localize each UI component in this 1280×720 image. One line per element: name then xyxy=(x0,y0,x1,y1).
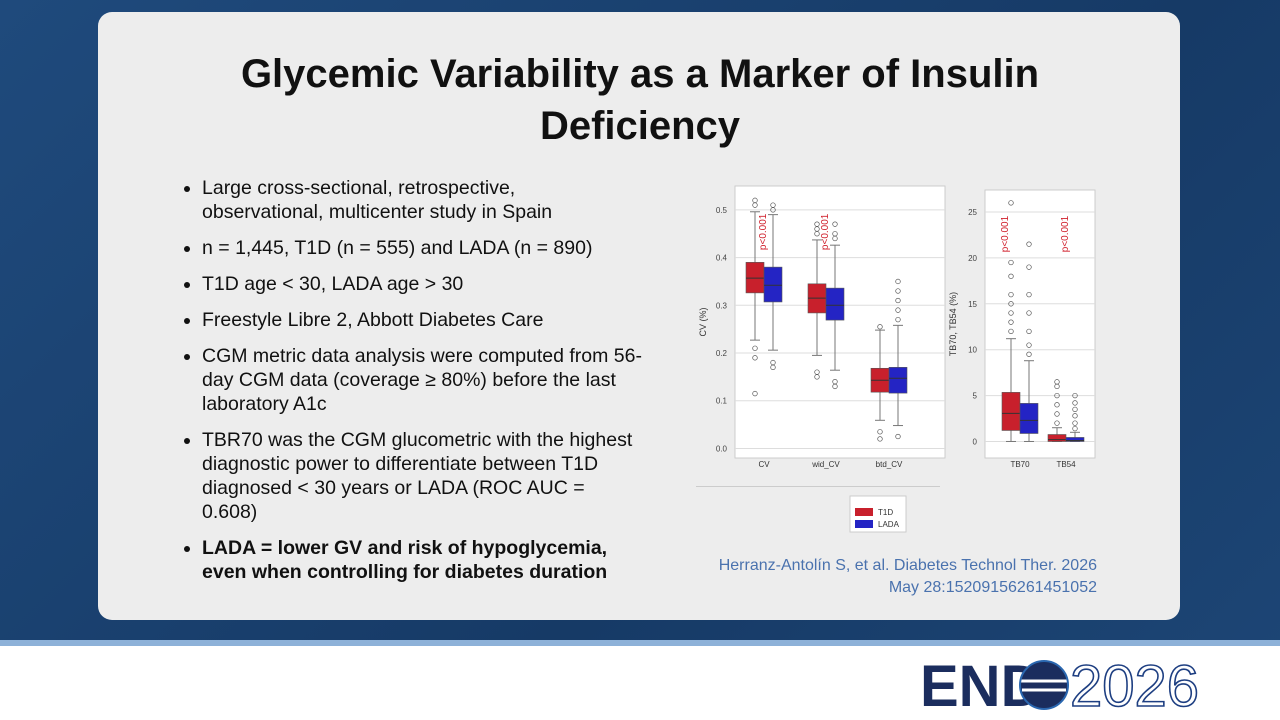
outlier xyxy=(832,221,838,227)
outlier xyxy=(895,297,901,304)
outlier xyxy=(1008,319,1014,325)
outlier xyxy=(1054,411,1060,417)
y-tick-label: 0.2 xyxy=(716,349,728,358)
bullet: LADA = lower GV and risk of hypoglycemia… xyxy=(202,536,642,584)
legend-label: T1D xyxy=(878,508,893,517)
box xyxy=(1047,434,1067,442)
outlier xyxy=(1008,259,1014,266)
citation: May 28:15209156261451052 xyxy=(888,579,1097,596)
outlier xyxy=(895,433,901,440)
outlier xyxy=(1072,413,1078,419)
box xyxy=(1001,392,1021,431)
outlier xyxy=(1008,301,1014,307)
outlier xyxy=(877,436,883,442)
legend-swatch xyxy=(855,508,873,516)
bullet-list: Large cross-sectional, retrospective, ob… xyxy=(178,176,642,596)
y-tick-label: 5 xyxy=(973,392,978,401)
outlier xyxy=(895,278,901,285)
outlier xyxy=(752,202,758,208)
outlier xyxy=(1072,406,1078,413)
outlier xyxy=(770,364,776,370)
x-tick-label: TB54 xyxy=(1056,460,1076,469)
legend-label: LADA xyxy=(878,520,900,529)
y-axis-label: TB70, TB54 (%) xyxy=(948,292,958,356)
legend-swatch xyxy=(855,520,873,528)
outlier xyxy=(1008,310,1014,316)
y-tick-label: 0.1 xyxy=(716,397,728,406)
outlier xyxy=(1054,420,1060,426)
bullet: T1D age < 30, LADA age > 30 xyxy=(202,272,642,296)
box xyxy=(888,367,908,394)
outlier xyxy=(877,429,883,435)
y-tick-label: 0 xyxy=(973,437,978,446)
x-tick-label: CV xyxy=(758,460,770,469)
x-tick-label: TB70 xyxy=(1010,460,1030,469)
outlier xyxy=(1008,291,1014,298)
plot-area xyxy=(734,185,946,459)
y-tick-label: 0.4 xyxy=(716,254,728,263)
outlier xyxy=(1072,400,1078,406)
outlier xyxy=(1008,273,1014,279)
x-tick-label: btd_CV xyxy=(876,460,903,469)
bullet: Freestyle Libre 2, Abbott Diabetes Care xyxy=(202,308,642,332)
logo-globe xyxy=(1019,660,1069,710)
box xyxy=(1065,437,1085,442)
logo-year: 2026 xyxy=(1070,654,1199,719)
separator xyxy=(696,486,940,487)
box xyxy=(1019,403,1039,434)
citation: Herranz-Antolín S, et al. Diabetes Techn… xyxy=(718,557,1097,574)
outlier xyxy=(1054,402,1060,408)
outlier xyxy=(814,231,820,237)
outlier xyxy=(1026,351,1032,357)
outlier xyxy=(832,235,838,242)
outlier xyxy=(1054,392,1060,399)
annotation: p<0.001 xyxy=(820,213,831,250)
outlier xyxy=(1072,425,1078,432)
y-tick-label: 25 xyxy=(968,208,977,217)
annotation: p<0.001 xyxy=(758,213,769,250)
x-tick-label: wid_CV xyxy=(811,460,840,469)
outlier xyxy=(1072,420,1078,426)
annotation: p<0.001 xyxy=(1000,215,1011,252)
outlier xyxy=(1026,241,1032,247)
slide-title: Glycemic Variability as a Marker of Insu… xyxy=(240,52,1040,148)
outlier xyxy=(1026,310,1032,316)
outlier xyxy=(752,390,758,397)
annotation: p<0.001 xyxy=(1060,215,1071,252)
outlier xyxy=(1026,264,1032,270)
box xyxy=(763,266,783,303)
outlier xyxy=(752,355,758,361)
outlier xyxy=(1072,392,1078,399)
y-tick-label: 0.5 xyxy=(716,206,728,215)
outlier xyxy=(895,316,901,323)
outlier xyxy=(1054,383,1060,390)
y-tick-label: 0.0 xyxy=(716,444,728,453)
outlier xyxy=(1008,328,1014,334)
y-tick-label: 20 xyxy=(968,254,977,263)
bullet: CGM metric data analysis were computed f… xyxy=(202,344,642,416)
outlier xyxy=(832,383,838,390)
outlier xyxy=(1026,342,1032,348)
outlier xyxy=(1026,328,1032,334)
box xyxy=(825,287,845,321)
y-axis-label: CV (%) xyxy=(698,307,708,336)
outlier xyxy=(895,288,901,294)
bullet: TBR70 was the CGM glucometric with the h… xyxy=(202,428,642,524)
outlier xyxy=(877,324,883,330)
y-tick-label: 15 xyxy=(968,300,977,309)
outlier xyxy=(1008,200,1014,206)
bullet: Large cross-sectional, retrospective, ob… xyxy=(202,176,642,224)
outlier xyxy=(814,374,820,380)
bullet: n = 1,445, T1D (n = 555) and LADA (n = 8… xyxy=(202,236,642,260)
outlier xyxy=(1026,291,1032,298)
y-tick-label: 0.3 xyxy=(716,301,728,310)
outlier xyxy=(895,307,901,313)
y-tick-label: 10 xyxy=(968,346,977,355)
outlier xyxy=(770,207,776,213)
outlier xyxy=(752,345,758,351)
